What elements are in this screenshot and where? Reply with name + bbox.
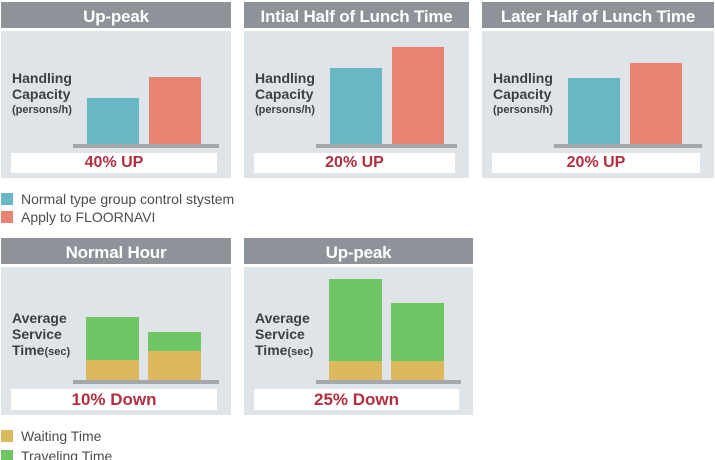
y-axis-label: Handling Capacity (persons/h) [255,70,315,118]
y-axis-label-line: Capacity [255,86,314,102]
result-text: 20% UP [566,154,626,171]
panel-initial-lunch-capacity: Intial Half of Lunch Time Handling Capac… [244,2,469,178]
y-axis-label-line: Service [12,326,62,342]
y-axis-label-line: Average [255,310,310,326]
legend-item-traveling-time: Traveling Time [1,448,112,460]
y-axis-label-line: Time(sec) [255,342,313,360]
bar-normal-group-control [330,68,382,144]
bar-floornavi [392,47,444,144]
bar-floornavi [149,77,201,144]
y-axis-label: Average Service Time(sec) [12,310,70,360]
stacked-bar-normal-group-control [86,317,139,380]
traveling-time-segment [86,317,139,360]
panel-up-peak-service-time: Up-peak Average Service Time(sec) 25% Do… [244,238,473,415]
y-axis-label-line: Capacity [12,86,71,102]
result-banner: 25% Down [254,389,459,410]
waiting-time-segment [86,360,139,380]
result-banner: 10% Down [11,389,217,410]
result-banner: 20% UP [492,153,700,173]
panel-up-peak-capacity: Up-peak Handling Capacity (persons/h) 40… [1,2,231,178]
baseline [73,144,219,148]
stacked-bar-floornavi [148,332,201,380]
panel-later-lunch-capacity: Later Half of Lunch Time Handling Capaci… [482,2,714,178]
y-axis-unit: (persons/h) [12,104,72,116]
y-axis-label-line: Handling [12,70,72,86]
traveling-time-swatch-icon [1,449,13,460]
result-text: 40% UP [84,154,144,171]
waiting-time-segment [329,361,382,380]
baseline [316,380,461,384]
waiting-time-segment [391,361,444,380]
legend-item-normal-group-control: Normal type group control stystem [1,190,235,207]
panel-title: Up-peak [244,238,473,267]
normal-group-control-swatch-icon [1,192,13,205]
result-banner: 40% UP [11,153,217,173]
waiting-time-segment [148,351,201,380]
y-axis-unit: (sec) [287,346,314,358]
y-axis-label-line: Handling [493,70,553,86]
waiting-time-swatch-icon [1,429,13,442]
y-axis-label-line: Handling [255,70,315,86]
result-banner: 20% UP [254,153,455,173]
y-axis-label-line: Time(sec) [12,342,70,360]
result-text: 20% UP [325,154,384,171]
baseline [316,144,457,148]
y-axis-unit: (sec) [44,346,71,358]
traveling-time-segment [329,279,382,361]
chart-area: Handling Capacity (persons/h) 40% UP [1,34,231,178]
y-axis-label-line: Service [255,326,305,342]
traveling-time-segment [391,303,444,361]
baseline [73,380,219,384]
baseline [554,144,702,148]
legend-label: Waiting Time [21,427,102,444]
chart-area: Average Service Time(sec) 10% Down [1,270,231,415]
chart-area: Handling Capacity (persons/h) 20% UP [244,34,469,178]
y-axis-label-line: Average [12,310,67,326]
chart-area: Handling Capacity (persons/h) 20% UP [482,34,714,178]
legend-label: Normal type group control stystem [21,190,235,207]
chart-area: Average Service Time(sec) 25% Down [244,270,473,415]
floornavi-swatch-icon [1,210,13,223]
result-text: 10% Down [71,390,157,409]
legend-label: Apply to FLOORNAVI [21,208,156,225]
traveling-time-segment [148,332,201,351]
legend-item-floornavi: Apply to FLOORNAVI [1,208,234,225]
bar-floornavi [630,63,682,144]
legend-label: Traveling Time [21,447,113,460]
y-axis-label: Average Service Time(sec) [255,310,313,360]
bar-normal-group-control [568,78,620,144]
stacked-bar-normal-group-control [329,279,382,380]
panel-title: Normal Hour [1,238,231,267]
y-axis-label-line: Capacity [493,86,552,102]
legend-capacity: Normal type group control stystem Apply … [1,191,234,227]
result-text: 25% Down [313,390,400,409]
panel-title: Intial Half of Lunch Time [244,2,469,31]
y-axis-label-word: Time [255,342,288,358]
y-axis-unit: (persons/h) [493,104,553,116]
legend-service-time: Waiting Time Traveling Time [1,428,112,460]
panel-title: Later Half of Lunch Time [482,2,714,31]
panel-normal-hour-service-time: Normal Hour Average Service Time(sec) 10… [1,238,231,415]
y-axis-label: Handling Capacity (persons/h) [493,70,553,118]
panel-title: Up-peak [1,2,231,31]
stacked-bar-floornavi [391,303,444,380]
y-axis-label: Handling Capacity (persons/h) [12,70,72,118]
bar-normal-group-control [87,98,139,144]
y-axis-unit: (persons/h) [255,104,315,116]
y-axis-label-word: Time [12,342,45,358]
legend-item-waiting-time: Waiting Time [1,427,112,444]
